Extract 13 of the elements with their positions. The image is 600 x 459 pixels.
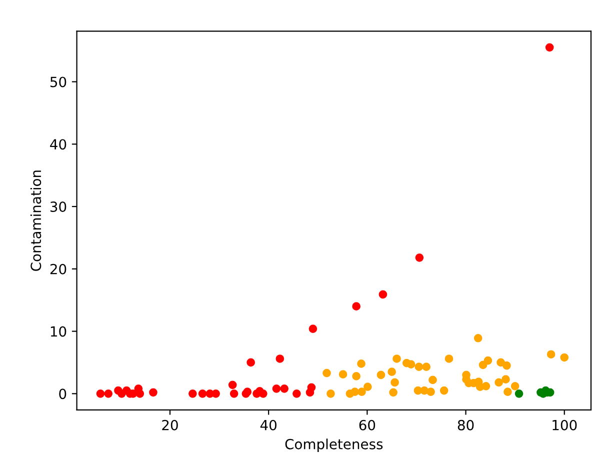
- y-tick-label: 40: [50, 139, 66, 150]
- y-tick-label: 10: [50, 326, 66, 337]
- y-tick-label: 30: [50, 201, 66, 212]
- x-tick-label: 20: [162, 420, 178, 430]
- y-tick-label: 20: [50, 264, 66, 274]
- x-tick-label: 80: [458, 420, 474, 430]
- y-tick-label: 0: [59, 388, 66, 400]
- x-tick-label: 40: [260, 420, 276, 430]
- x-tick-label: 60: [359, 420, 376, 430]
- x-axis-title: Completeness: [285, 438, 383, 452]
- y-tick-label: 50: [50, 76, 66, 88]
- x-tick-label: 100: [552, 420, 577, 430]
- y-axis-title: Contamination: [30, 170, 42, 271]
